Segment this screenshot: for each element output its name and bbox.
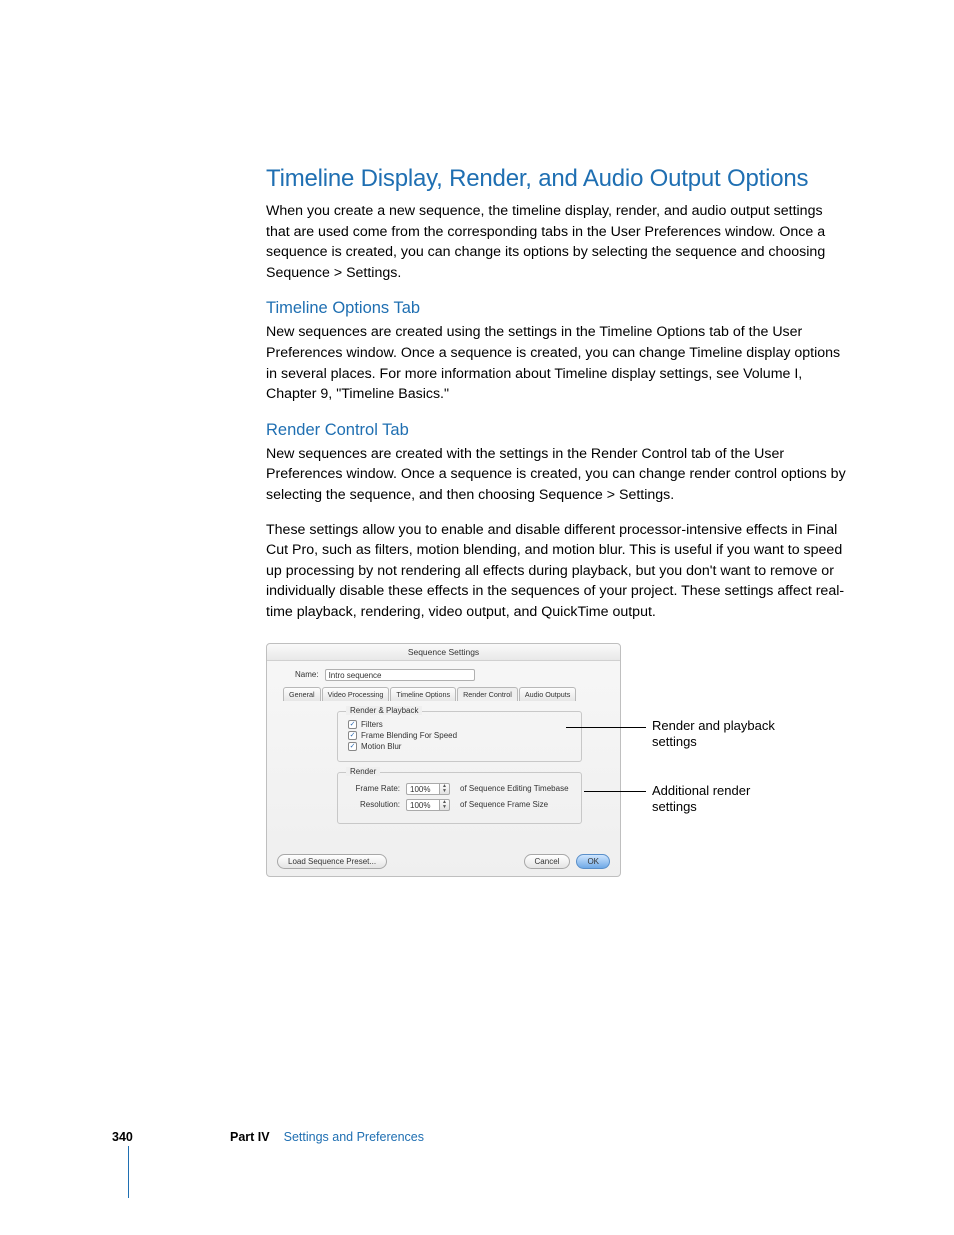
ok-button[interactable]: OK (576, 854, 610, 869)
render-control-paragraph-1: New sequences are created with the setti… (266, 444, 848, 506)
motion-blur-checkbox[interactable]: ✓ (348, 742, 357, 751)
name-label: Name: (295, 670, 319, 679)
name-field[interactable]: Intro sequence (325, 669, 475, 681)
timeline-options-paragraph: New sequences are created using the sett… (266, 322, 848, 404)
render-legend: Render (346, 767, 380, 776)
frame-blending-checkbox[interactable]: ✓ (348, 731, 357, 740)
framerate-stepper[interactable]: 100% ▲▼ (406, 783, 450, 795)
page-heading: Timeline Display, Render, and Audio Outp… (266, 165, 848, 193)
filters-label: Filters (361, 720, 383, 729)
callout-line-2 (584, 791, 646, 792)
framerate-arrows[interactable]: ▲▼ (440, 783, 450, 795)
dialog-tabs: General Video Processing Timeline Option… (283, 687, 610, 701)
render-group: Render Frame Rate: 100% ▲▼ of Sequence E… (337, 772, 582, 824)
frame-blending-label: Frame Blending For Speed (361, 731, 457, 740)
section-label: Settings and Preferences (284, 1130, 424, 1144)
resolution-stepper[interactable]: 100% ▲▼ (406, 799, 450, 811)
tab-timeline-options[interactable]: Timeline Options (390, 687, 456, 701)
resolution-arrows[interactable]: ▲▼ (440, 799, 450, 811)
resolution-value[interactable]: 100% (406, 799, 440, 811)
page-number: 340 (112, 1130, 142, 1144)
sequence-settings-figure: Sequence Settings Name: Intro sequence G… (266, 643, 846, 883)
filters-checkbox[interactable]: ✓ (348, 720, 357, 729)
callout-render-playback: Render and playbacksettings (652, 718, 775, 752)
cancel-button[interactable]: Cancel (524, 854, 571, 869)
framerate-suffix: of Sequence Editing Timebase (460, 784, 569, 793)
render-control-paragraph-2: These settings allow you to enable and d… (266, 520, 848, 623)
callout-line-1 (566, 727, 646, 728)
part-label: Part IV (230, 1130, 270, 1144)
framerate-label: Frame Rate: (348, 784, 400, 793)
callout-additional-render: Additional rendersettings (652, 783, 750, 817)
tab-general[interactable]: General (283, 687, 321, 701)
page-footer: 340 Part IV Settings and Preferences (112, 1130, 852, 1144)
subheading-render-control: Render Control Tab (266, 421, 848, 440)
render-playback-legend: Render & Playback (346, 706, 422, 715)
sequence-settings-dialog: Sequence Settings Name: Intro sequence G… (266, 643, 621, 877)
resolution-suffix: of Sequence Frame Size (460, 800, 548, 809)
resolution-label: Resolution: (348, 800, 400, 809)
framerate-value[interactable]: 100% (406, 783, 440, 795)
load-sequence-preset-button[interactable]: Load Sequence Preset... (277, 854, 387, 869)
footer-divider (128, 1146, 129, 1198)
intro-paragraph: When you create a new sequence, the time… (266, 201, 848, 283)
dialog-title: Sequence Settings (267, 644, 620, 661)
tab-render-control[interactable]: Render Control (457, 687, 518, 701)
tab-video-processing[interactable]: Video Processing (322, 687, 390, 701)
tab-audio-outputs[interactable]: Audio Outputs (519, 687, 577, 701)
subheading-timeline-options: Timeline Options Tab (266, 299, 848, 318)
render-playback-group: Render & Playback ✓ Filters ✓ Frame Blen… (337, 711, 582, 762)
motion-blur-label: Motion Blur (361, 742, 401, 751)
